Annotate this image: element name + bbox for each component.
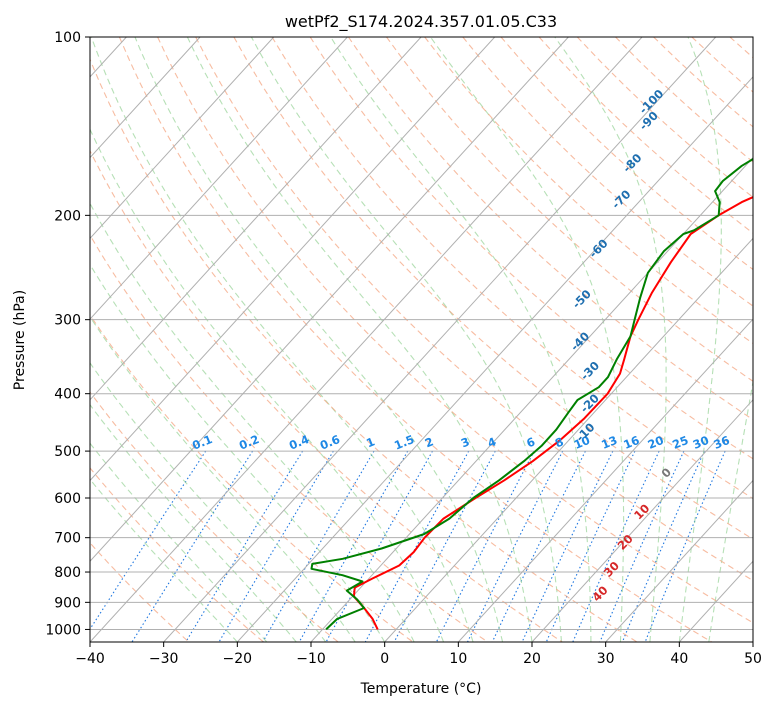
x-tick-label: −40 bbox=[75, 651, 105, 667]
y-tick-label: 500 bbox=[54, 444, 81, 460]
dry-adiabat-line bbox=[309, 37, 753, 460]
dry-adiabat-line bbox=[233, 37, 753, 540]
y-tick-label: 800 bbox=[54, 565, 81, 581]
dry-adiabat-line bbox=[347, 37, 753, 421]
dry-adiabat-line bbox=[462, 37, 753, 307]
x-tick-label: 30 bbox=[597, 651, 615, 667]
dry-adiabats bbox=[90, 37, 753, 642]
y-tick-label: 400 bbox=[54, 387, 81, 403]
x-axis-ticks: −40 −30 −20 −10 0 10 20 30 40 50 bbox=[75, 642, 762, 667]
mixing-ratio-lines bbox=[90, 450, 726, 642]
mixing-ratio-line bbox=[364, 450, 470, 642]
moist-adiabats bbox=[90, 37, 753, 642]
moist-adiabat-line bbox=[90, 315, 356, 642]
y-axis-title: Pressure (hPa) bbox=[12, 290, 28, 390]
mixing-ratio-line bbox=[298, 450, 409, 642]
isotherm-line bbox=[90, 37, 496, 482]
isotherm-line bbox=[90, 37, 422, 401]
dry-adiabat-line bbox=[157, 37, 753, 624]
isobar-gridlines bbox=[90, 37, 753, 630]
isotherm-line bbox=[457, 318, 753, 642]
moist-adiabat-line bbox=[430, 37, 625, 642]
chart-title: wetPf2_S174.2024.357.01.05.C33 bbox=[285, 12, 557, 32]
isotherm-line bbox=[90, 37, 348, 320]
dry-adiabat-line bbox=[90, 467, 264, 642]
moist-adiabat-line bbox=[90, 362, 327, 642]
x-tick-label: 0 bbox=[380, 651, 389, 667]
x-axis-title: Temperature (°C) bbox=[360, 681, 482, 697]
mixing-ratio-label: 13 bbox=[599, 433, 619, 452]
y-tick-label: 300 bbox=[54, 313, 81, 329]
profile-series bbox=[310, 157, 753, 631]
mixing-ratio-line bbox=[467, 450, 564, 642]
dewpoint-profile-line bbox=[310, 157, 753, 631]
moist-adiabat-line bbox=[90, 127, 445, 642]
x-tick-label: 10 bbox=[449, 651, 467, 667]
dry-adiabat-line bbox=[271, 37, 753, 500]
mixing-ratio-line bbox=[521, 450, 614, 642]
moist-adiabat-line bbox=[90, 403, 297, 642]
isotherm-line bbox=[384, 237, 753, 642]
moist-adiabat-line bbox=[90, 37, 474, 642]
y-tick-label: 100 bbox=[54, 30, 81, 46]
x-tick-label: 20 bbox=[523, 651, 541, 667]
mixing-ratio-line bbox=[545, 450, 636, 642]
mixing-ratio-line bbox=[393, 450, 496, 642]
dry-adiabat-line bbox=[90, 234, 488, 642]
x-tick-label: −30 bbox=[149, 651, 179, 667]
isotherm-line bbox=[90, 37, 643, 642]
y-axis-ticks: 100 200 300 400 500 600 700 800 900 1000 bbox=[45, 30, 90, 638]
plot-area: 0.1 0.2 0.4 0.6 1 1.5 2 3 4 6 8 10 13 16 20 25 30 36-100-… bbox=[90, 37, 753, 642]
isotherm-line bbox=[90, 37, 275, 240]
x-tick-label: −10 bbox=[296, 651, 326, 667]
isotherm-line bbox=[90, 37, 569, 563]
isotherm-line bbox=[163, 37, 717, 642]
mixing-ratio-label: 20 bbox=[646, 433, 666, 452]
moist-adiabat-line bbox=[330, 37, 592, 642]
mixing-ratio-label: 25 bbox=[670, 433, 690, 452]
mixing-ratio-line bbox=[572, 450, 660, 642]
plot-frame bbox=[89, 36, 754, 643]
isotherm-line bbox=[605, 479, 753, 642]
mixing-ratio-label: 10 bbox=[572, 433, 592, 452]
mixing-ratio-line bbox=[491, 450, 586, 642]
dry-adiabat-line bbox=[195, 37, 753, 582]
x-tick-label: 40 bbox=[670, 651, 688, 667]
isotherm-line bbox=[236, 76, 753, 642]
x-tick-label: −20 bbox=[223, 651, 253, 667]
dry-adiabat-line bbox=[90, 149, 563, 642]
mixing-ratio-line bbox=[435, 450, 535, 642]
isotherm-line bbox=[90, 37, 201, 159]
x-tick-label: 50 bbox=[744, 651, 762, 667]
y-tick-label: 600 bbox=[54, 491, 81, 507]
dry-adiabat-line bbox=[90, 391, 339, 642]
moist-adiabat-line bbox=[250, 37, 563, 642]
mixing-ratio-label: 36 bbox=[712, 433, 732, 452]
mixing-ratio-label: 30 bbox=[691, 433, 711, 452]
isotherms bbox=[90, 37, 753, 642]
y-tick-label: 900 bbox=[54, 595, 81, 611]
y-tick-label: 1000 bbox=[45, 622, 81, 638]
mixing-ratio-line bbox=[185, 450, 304, 642]
y-tick-label: 200 bbox=[54, 208, 81, 224]
temperature-profile-line bbox=[352, 196, 753, 630]
y-tick-label: 700 bbox=[54, 531, 81, 547]
mixing-ratio-label: 16 bbox=[621, 433, 641, 452]
moist-adiabat-line bbox=[554, 37, 667, 642]
moist-adiabat-line bbox=[134, 37, 504, 642]
dry-adiabat-line bbox=[90, 57, 638, 642]
mixing-ratio-line bbox=[325, 450, 433, 642]
isotherm-line bbox=[531, 399, 753, 642]
